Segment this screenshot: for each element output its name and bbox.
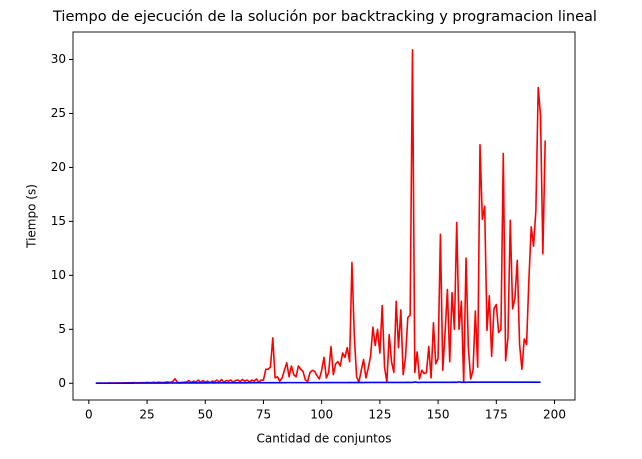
y-tick-label: 25	[51, 106, 66, 120]
line-series	[95, 49, 546, 384]
y-tick-label: 20	[51, 160, 66, 174]
y-tick-label: 0	[58, 376, 66, 390]
x-tick-label: 175	[485, 408, 508, 422]
x-tick-label: 25	[139, 408, 154, 422]
y-tick-label: 15	[51, 214, 66, 228]
plot-frame	[72, 31, 576, 401]
x-tick-label: 150	[427, 408, 450, 422]
y-tick-label: 10	[51, 268, 66, 282]
x-tick-label: 100	[310, 408, 333, 422]
x-tick-label: 200	[543, 408, 566, 422]
y-tick-label: 30	[51, 52, 66, 66]
x-tick-label: 0	[85, 408, 93, 422]
x-axis-label: Cantidad de conjuntos	[257, 432, 392, 446]
x-tick-label: 50	[198, 408, 213, 422]
x-tick-label: 125	[368, 408, 391, 422]
line-series	[95, 381, 541, 384]
chart-title: Tiempo de ejecución de la solución por b…	[52, 9, 597, 25]
x-tick-label: 75	[256, 408, 271, 422]
y-tick-label: 5	[58, 322, 66, 336]
y-axis-label: Tiempo (s)	[25, 184, 39, 249]
